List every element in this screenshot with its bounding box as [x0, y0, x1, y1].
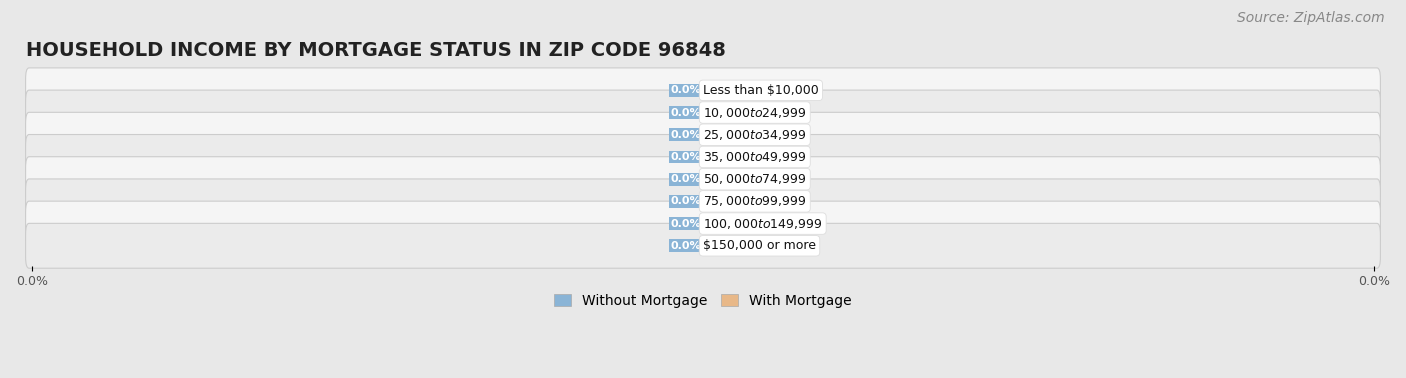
- Text: 0.0%: 0.0%: [704, 152, 735, 162]
- Bar: [703, 106, 737, 119]
- Text: Source: ZipAtlas.com: Source: ZipAtlas.com: [1237, 11, 1385, 25]
- Text: 0.0%: 0.0%: [671, 218, 702, 229]
- FancyBboxPatch shape: [25, 135, 1381, 180]
- Bar: [703, 195, 737, 208]
- Text: 0.0%: 0.0%: [671, 108, 702, 118]
- Text: 0.0%: 0.0%: [671, 196, 702, 206]
- FancyBboxPatch shape: [25, 112, 1381, 157]
- Bar: [703, 239, 737, 252]
- Text: 0.0%: 0.0%: [704, 196, 735, 206]
- Text: 0.0%: 0.0%: [704, 241, 735, 251]
- Text: $75,000 to $99,999: $75,000 to $99,999: [703, 194, 807, 208]
- Text: 0.0%: 0.0%: [704, 108, 735, 118]
- Text: 0.0%: 0.0%: [704, 130, 735, 140]
- Text: HOUSEHOLD INCOME BY MORTGAGE STATUS IN ZIP CODE 96848: HOUSEHOLD INCOME BY MORTGAGE STATUS IN Z…: [25, 42, 725, 60]
- Text: $50,000 to $74,999: $50,000 to $74,999: [703, 172, 807, 186]
- FancyBboxPatch shape: [25, 179, 1381, 224]
- Text: 0.0%: 0.0%: [671, 152, 702, 162]
- Text: 0.0%: 0.0%: [704, 218, 735, 229]
- Text: 0.0%: 0.0%: [671, 174, 702, 184]
- FancyBboxPatch shape: [25, 157, 1381, 201]
- Bar: [669, 195, 703, 208]
- Text: 0.0%: 0.0%: [704, 174, 735, 184]
- Bar: [669, 217, 703, 230]
- FancyBboxPatch shape: [25, 68, 1381, 113]
- Bar: [703, 128, 737, 141]
- Bar: [669, 173, 703, 186]
- FancyBboxPatch shape: [25, 201, 1381, 246]
- Bar: [703, 84, 737, 97]
- Bar: [703, 217, 737, 230]
- FancyBboxPatch shape: [25, 223, 1381, 268]
- FancyBboxPatch shape: [25, 90, 1381, 135]
- Text: $10,000 to $24,999: $10,000 to $24,999: [703, 105, 807, 119]
- Bar: [669, 106, 703, 119]
- Text: 0.0%: 0.0%: [704, 85, 735, 95]
- Bar: [669, 84, 703, 97]
- Bar: [669, 239, 703, 252]
- Text: $25,000 to $34,999: $25,000 to $34,999: [703, 128, 807, 142]
- Text: $150,000 or more: $150,000 or more: [703, 239, 815, 252]
- Bar: [669, 150, 703, 163]
- Text: Less than $10,000: Less than $10,000: [703, 84, 818, 97]
- Text: $100,000 to $149,999: $100,000 to $149,999: [703, 217, 823, 231]
- Text: 0.0%: 0.0%: [671, 130, 702, 140]
- Bar: [703, 173, 737, 186]
- Text: 0.0%: 0.0%: [671, 241, 702, 251]
- Bar: [703, 150, 737, 163]
- Bar: [669, 128, 703, 141]
- Text: 0.0%: 0.0%: [671, 85, 702, 95]
- Text: $35,000 to $49,999: $35,000 to $49,999: [703, 150, 807, 164]
- Legend: Without Mortgage, With Mortgage: Without Mortgage, With Mortgage: [548, 288, 858, 313]
